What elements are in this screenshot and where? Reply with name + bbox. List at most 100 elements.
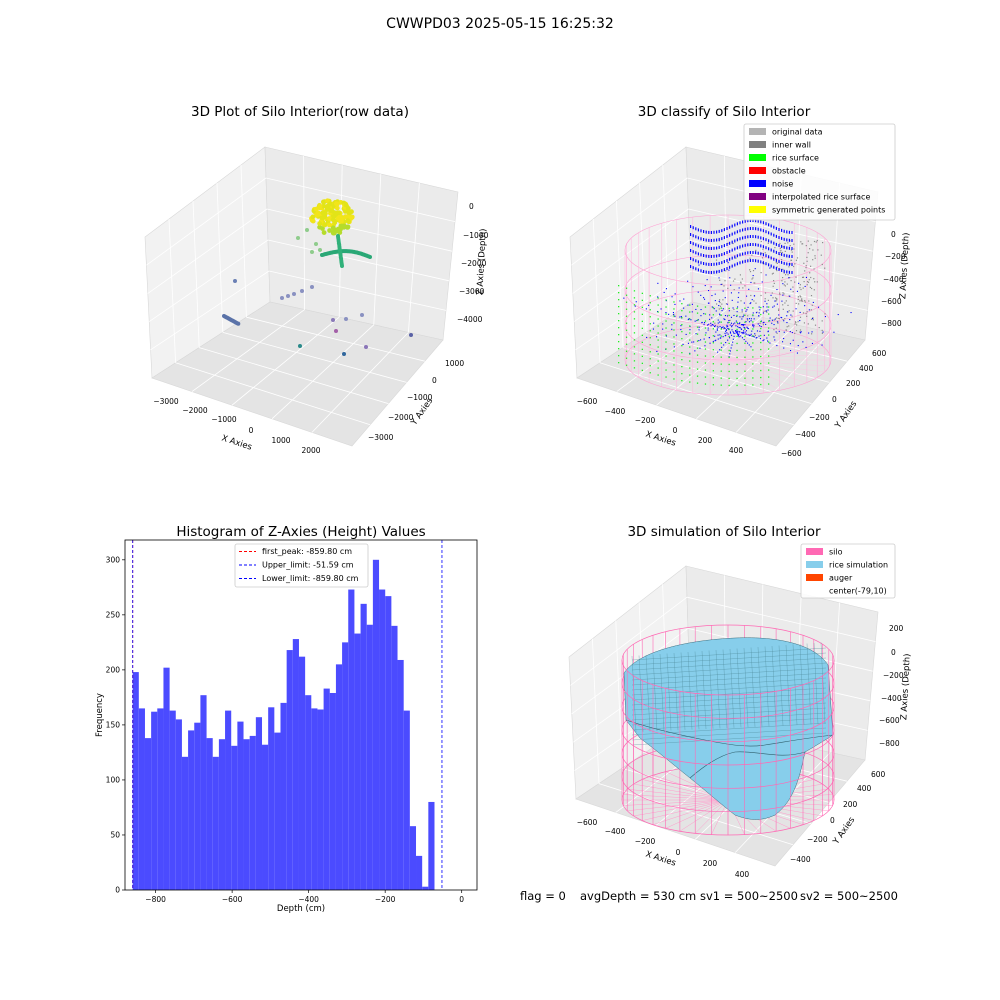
data-point xyxy=(665,376,667,378)
data-point xyxy=(804,270,806,272)
data-point xyxy=(696,361,699,363)
data-point xyxy=(764,298,766,300)
panel1-zlabel: Z Axies (Depth) xyxy=(475,228,488,295)
data-point xyxy=(703,297,705,299)
data-point xyxy=(729,265,731,269)
data-point xyxy=(321,199,326,205)
data-point xyxy=(791,247,793,250)
panel1-y-tick: −3000 xyxy=(368,433,394,442)
data-point xyxy=(700,309,702,311)
data-point xyxy=(703,338,705,340)
data-point xyxy=(720,384,722,386)
data-point xyxy=(726,235,728,238)
histogram-bar xyxy=(151,711,158,890)
data-point xyxy=(716,246,718,250)
data-point xyxy=(785,300,787,302)
data-point xyxy=(692,250,694,254)
data-point xyxy=(770,294,772,296)
data-point xyxy=(812,249,814,251)
data-point xyxy=(781,280,783,282)
data-point xyxy=(766,311,768,313)
y-tick-label: 150 xyxy=(106,720,121,729)
data-point xyxy=(741,278,743,280)
data-point xyxy=(719,302,721,304)
data-point xyxy=(818,327,820,329)
histogram-bar xyxy=(354,633,361,890)
data-point xyxy=(717,351,719,353)
data-point xyxy=(679,316,681,318)
data-point xyxy=(810,276,812,279)
data-point xyxy=(762,324,764,326)
data-point xyxy=(745,340,747,342)
data-point xyxy=(812,301,814,303)
data-point xyxy=(733,289,735,291)
data-point xyxy=(744,363,746,365)
data-point xyxy=(756,337,758,339)
data-point xyxy=(689,360,691,362)
data-point xyxy=(725,329,727,331)
data-point xyxy=(748,321,750,323)
histogram-bar xyxy=(144,738,152,890)
data-point xyxy=(753,282,755,284)
data-point xyxy=(747,342,749,344)
data-point xyxy=(625,308,628,310)
data-point xyxy=(784,281,786,283)
data-point xyxy=(730,284,732,286)
data-point xyxy=(334,329,338,333)
data-point xyxy=(731,248,733,252)
data-point xyxy=(740,282,742,284)
mesh-line xyxy=(771,645,777,727)
data-point xyxy=(787,311,789,313)
data-point xyxy=(719,279,721,281)
data-point xyxy=(789,319,791,321)
data-point xyxy=(720,377,722,379)
data-point xyxy=(298,344,302,348)
data-point xyxy=(734,255,736,259)
data-point xyxy=(707,329,709,331)
data-point xyxy=(689,346,691,348)
data-point xyxy=(742,220,744,224)
data-point xyxy=(794,332,796,334)
data-point xyxy=(712,370,714,372)
panel2-z-ticks: 0 −200 −400 −600 −800 xyxy=(881,230,906,328)
data-point xyxy=(814,257,816,259)
data-point xyxy=(681,317,683,319)
data-point xyxy=(712,377,714,379)
data-point xyxy=(681,303,683,305)
data-point xyxy=(795,330,798,332)
data-point xyxy=(641,334,643,336)
data-point xyxy=(717,338,719,340)
silo-line xyxy=(727,359,825,373)
data-point xyxy=(786,254,788,258)
data-point xyxy=(744,327,746,329)
data-point xyxy=(713,246,715,250)
data-point xyxy=(712,324,714,326)
data-point xyxy=(233,279,237,283)
data-point xyxy=(691,311,693,313)
data-point xyxy=(752,259,754,262)
data-point xyxy=(812,319,814,321)
data-point xyxy=(758,306,760,308)
panel2-x-tick: −400 xyxy=(605,407,626,416)
data-point xyxy=(657,318,659,320)
histogram-bar xyxy=(298,656,306,890)
data-point xyxy=(760,320,762,322)
data-point xyxy=(720,356,722,358)
data-point xyxy=(618,306,620,308)
data-point xyxy=(790,314,792,316)
data-point xyxy=(760,320,762,323)
data-point xyxy=(784,285,786,287)
data-point xyxy=(716,328,718,330)
silo-floor-line xyxy=(633,783,729,801)
panel4-x-tick: 0 xyxy=(676,848,681,857)
data-point xyxy=(324,204,329,210)
data-point xyxy=(733,314,735,316)
data-point xyxy=(742,287,744,289)
data-point xyxy=(748,344,750,346)
data-point xyxy=(741,328,743,330)
data-point xyxy=(714,293,716,295)
panel1-points xyxy=(222,198,413,356)
data-point xyxy=(763,310,765,312)
data-point xyxy=(743,339,745,341)
legend-swatch-noise xyxy=(749,180,766,187)
